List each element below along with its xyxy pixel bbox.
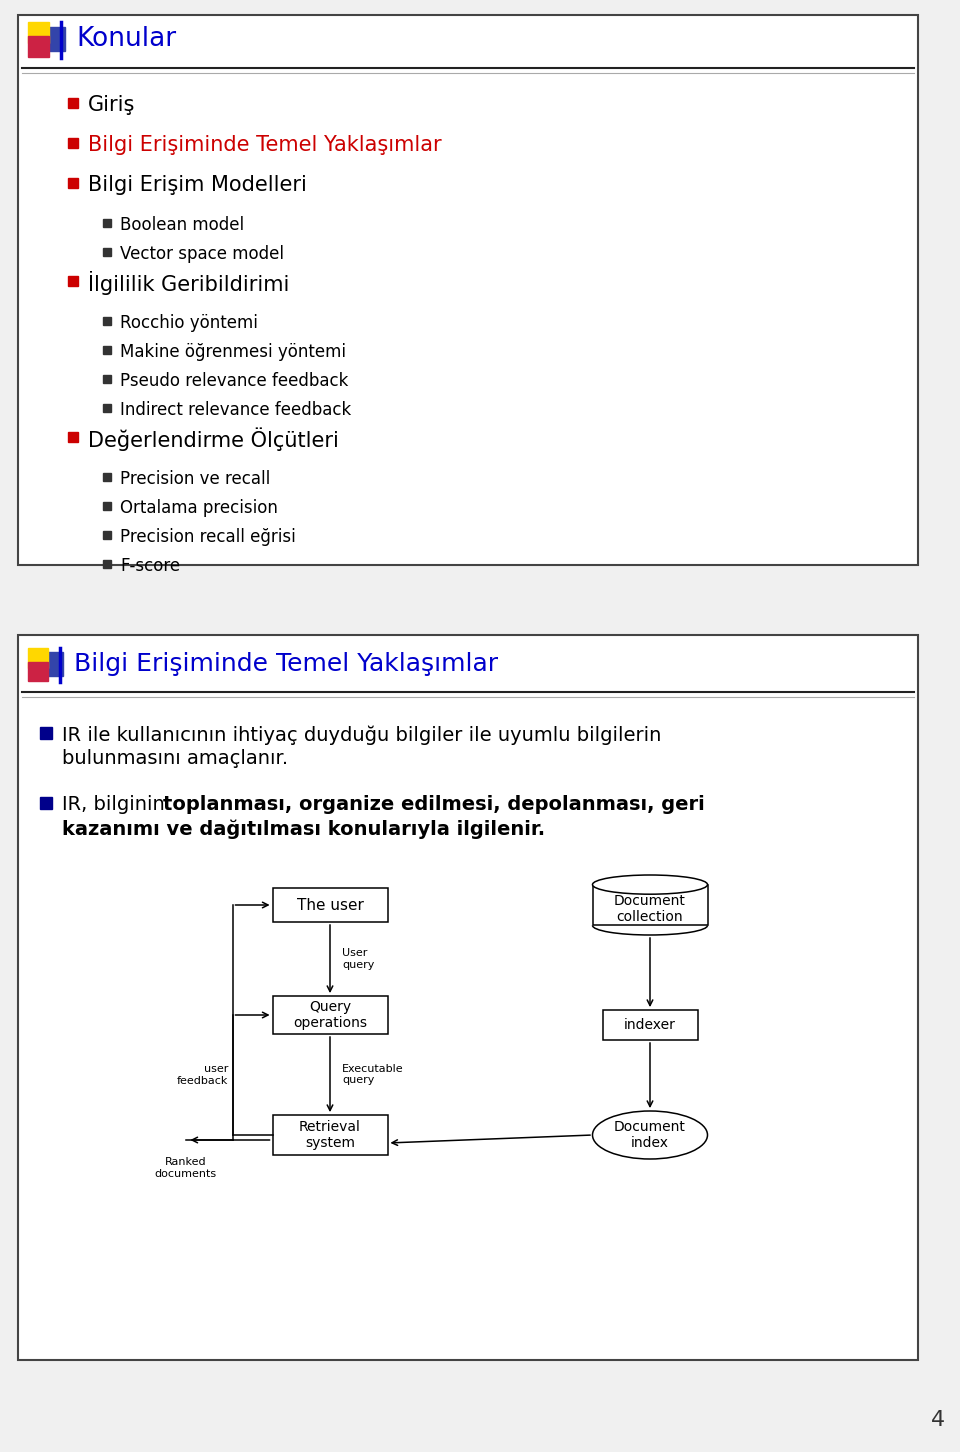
Bar (103, 473, 111, 481)
Bar (18, 635, 918, 1361)
Bar (103, 502, 111, 510)
Ellipse shape (592, 1111, 708, 1159)
Bar (103, 248, 111, 256)
Bar (103, 346, 111, 354)
Text: Giriş: Giriş (88, 94, 135, 115)
Bar (68, 179, 78, 187)
Text: Indirect relevance feedback: Indirect relevance feedback (120, 401, 351, 420)
Text: IR ile kullanıcının ihtiyaç duyduğu bilgiler ile uyumlu bilgilerin: IR ile kullanıcının ihtiyaç duyduğu bilg… (62, 725, 661, 745)
Bar (40, 797, 52, 809)
Bar (273, 1115, 388, 1154)
Bar (103, 560, 111, 568)
Text: Konular: Konular (76, 26, 176, 52)
Text: Bilgi Erişiminde Temel Yaklaşımlar: Bilgi Erişiminde Temel Yaklaşımlar (88, 135, 442, 155)
Text: bulunmasını amaçlanır.: bulunmasını amaçlanır. (62, 749, 288, 768)
Text: Retrieval
system: Retrieval system (300, 1119, 361, 1150)
Bar (68, 276, 78, 286)
Bar (592, 884, 708, 925)
Bar (40, 26, 65, 51)
Text: Değerlendirme Ölçütleri: Değerlendirme Ölçütleri (88, 427, 339, 450)
Bar (68, 138, 78, 148)
Bar (40, 727, 52, 739)
Text: user
feedback: user feedback (178, 1064, 228, 1086)
Text: IR, bilginin: IR, bilginin (62, 796, 171, 815)
Text: Rocchio yöntemi: Rocchio yöntemi (120, 314, 258, 333)
Bar (68, 433, 78, 441)
Bar (28, 648, 48, 668)
Text: Makine öğrenmesi yöntemi: Makine öğrenmesi yöntemi (120, 343, 346, 362)
Text: The user: The user (297, 897, 364, 912)
Text: Document
collection: Document collection (614, 894, 686, 923)
Bar (18, 15, 918, 565)
Text: Executable
query: Executable query (342, 1064, 403, 1085)
Bar (103, 375, 111, 383)
Ellipse shape (592, 876, 708, 894)
Text: Vector space model: Vector space model (120, 245, 284, 263)
Bar (103, 404, 111, 412)
Text: Precision ve recall: Precision ve recall (120, 470, 271, 488)
Bar (103, 531, 111, 539)
Text: Bilgi Erişim Modelleri: Bilgi Erişim Modelleri (88, 176, 307, 195)
Text: Pseudo relevance feedback: Pseudo relevance feedback (120, 372, 348, 391)
Text: kazanımı ve dağıtılması konularıyla ilgilenir.: kazanımı ve dağıtılması konularıyla ilgi… (62, 819, 545, 839)
Text: Ortalama precision: Ortalama precision (120, 499, 277, 517)
Text: İlgililik Geribildirimi: İlgililik Geribildirimi (88, 272, 289, 295)
Text: User
query: User query (342, 948, 374, 970)
Bar (103, 219, 111, 227)
Text: Boolean model: Boolean model (120, 216, 244, 234)
Bar (68, 97, 78, 107)
Text: 4: 4 (931, 1410, 945, 1430)
Text: toplanması, organize edilmesi, depolanması, geri: toplanması, organize edilmesi, depolanma… (163, 796, 706, 815)
Bar (603, 1011, 698, 1040)
Text: Document
index: Document index (614, 1119, 686, 1150)
Bar (28, 36, 49, 57)
Text: Precision recall eğrisi: Precision recall eğrisi (120, 529, 296, 546)
Text: Bilgi Erişiminde Temel Yaklaşımlar: Bilgi Erişiminde Temel Yaklaşımlar (74, 652, 498, 677)
Bar (39, 652, 63, 675)
Bar (103, 317, 111, 325)
Bar (28, 22, 49, 44)
Text: Query
operations: Query operations (293, 1000, 367, 1029)
Bar (28, 662, 48, 681)
Text: F-score: F-score (120, 558, 180, 575)
Text: indexer: indexer (624, 1018, 676, 1032)
Bar (273, 996, 388, 1034)
Text: Ranked
documents: Ranked documents (155, 1157, 217, 1179)
Bar (273, 889, 388, 922)
